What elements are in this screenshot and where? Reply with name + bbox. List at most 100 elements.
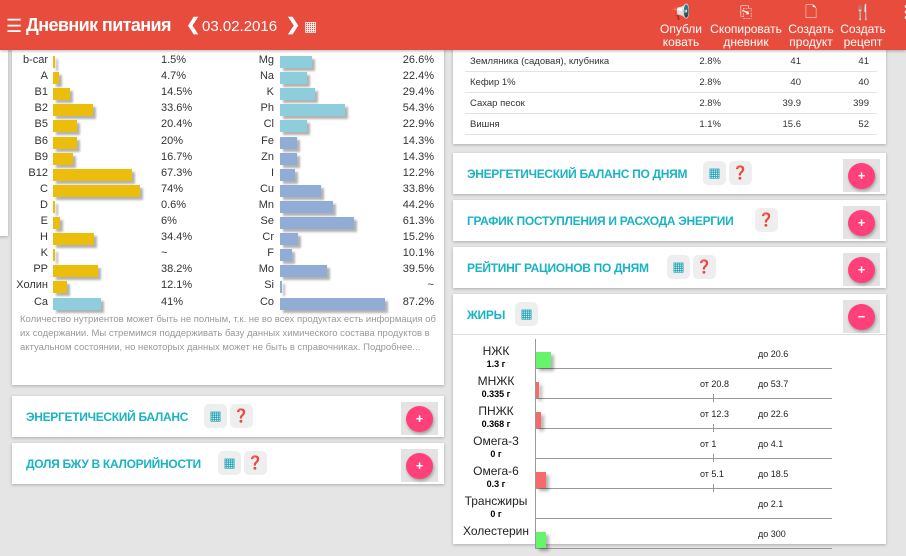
section-title: ГРАФИК ПОСТУПЛЕНИЯ И РАСХОДА ЭНЕРГИИ (467, 214, 734, 228)
nutrient-percent: 74% (161, 182, 184, 195)
nutrient-percent: ~ (427, 279, 434, 292)
menu-icon[interactable]: ☰ (6, 16, 23, 36)
divider (453, 334, 886, 335)
nutrient-row: K ~ (12, 247, 444, 262)
nutrient-bar (280, 281, 282, 294)
nutrients-note[interactable]: Количество нутриентов может быть не полн… (20, 314, 436, 353)
create-recipe-button[interactable]: 🍴 Создать рецепт (838, 4, 888, 49)
section-energy-balance[interactable]: ЭНЕРГЕТИЧЕСКИЙ БАЛАНС ▦ ❓ + (12, 396, 444, 437)
nutrient-name: B2 (34, 102, 48, 115)
prev-day-button[interactable]: ❮ (186, 15, 201, 34)
table-cell: Сахар песок (470, 98, 525, 109)
fat-row: ПНЖК 0.368 г от 12.3 до 22.6 (455, 399, 835, 436)
table-cell: Земляника (садовая), клубника (470, 56, 610, 67)
nutrient-bar (53, 281, 68, 294)
calendar-icon[interactable]: ▦ (515, 302, 538, 326)
section-bju-share[interactable]: ДОЛЯ БЖУ В КАЛОРИЙНОСТИ ▦ ❓ + (12, 443, 444, 484)
expand-button[interactable]: + (401, 449, 438, 482)
copy-diary-button[interactable]: ⎘ Скопировать дневник (708, 4, 784, 49)
fat-max: до 18.5 (758, 469, 789, 479)
nutrient-row: PP 38.2% (12, 263, 444, 278)
section-title: ЖИРЫ (467, 308, 506, 322)
nutrient-percent: 15.2% (402, 231, 434, 244)
create-product-button[interactable]: 🗋 Создать продукт (786, 4, 836, 49)
expand-button[interactable]: + (843, 206, 880, 239)
section-title: ЭНЕРГЕТИЧЕСКИЙ БАЛАНС (26, 410, 189, 424)
section-energy-chart[interactable]: ГРАФИК ПОСТУПЛЕНИЯ И РАСХОДА ЭНЕРГИИ ❓ + (453, 200, 886, 241)
help-icon[interactable]: ❓ (244, 451, 267, 475)
section-ration-rating[interactable]: РЕЙТИНГ РАЦИОНОВ ПО ДНЯМ ▦ ❓ + (453, 247, 886, 288)
nutrient-name: B5 (34, 118, 48, 131)
nutrient-percent: 33.6% (161, 102, 193, 115)
table-cell: 399 (853, 98, 869, 109)
table-cell: Вишня (470, 119, 500, 130)
section-title: ДОЛЯ БЖУ В КАЛОРИЙНОСТИ (26, 457, 201, 471)
nutrient-percent: 22.9% (402, 118, 434, 131)
calendar-icon[interactable]: ▦ (667, 255, 690, 279)
table-cell: 2.8% (699, 77, 721, 88)
expand-button[interactable]: + (843, 159, 880, 192)
fat-name: Омега-3 (473, 434, 519, 448)
nutrient-row: C 74% (12, 183, 444, 197)
nutrient-percent: 6% (161, 215, 177, 227)
next-day-button[interactable]: ❯ (286, 15, 301, 34)
nutrient-percent: 87.2% (402, 295, 434, 308)
fat-line (535, 458, 832, 459)
help-icon[interactable]: ❓ (755, 208, 778, 232)
nutrient-row: B12 67.3% (12, 167, 444, 181)
nutrient-percent: 1.5% (161, 54, 187, 66)
nutrient-percent: 29.4% (402, 86, 434, 99)
nutrient-row: I 12.2% (12, 167, 444, 181)
nutrient-bar (53, 233, 94, 246)
nutrient-bar (280, 168, 295, 181)
fat-min-tick (713, 484, 714, 492)
page-title: Дневник питания (26, 15, 172, 35)
fat-bar (536, 532, 546, 548)
publish-button[interactable]: 📢 Опубли ковать (656, 4, 706, 49)
calendar-icon[interactable]: ▦ (218, 451, 241, 475)
table-row[interactable]: Сахар песок 2.8% 39.9 399 (465, 93, 877, 114)
calendar-icon[interactable]: ▦ (304, 18, 318, 34)
more-menu-icon[interactable]: ⋮ (898, 4, 906, 21)
expand-button[interactable]: + (401, 402, 438, 435)
fat-row: Омега-6 0.3 г от 5.1 до 18.5 (455, 459, 835, 496)
fat-row: НЖК 1.3 г до 20.6 (455, 339, 835, 376)
fat-max: до 20.6 (758, 349, 789, 359)
expand-button[interactable]: + (843, 253, 880, 286)
table-cell: 40 (858, 77, 869, 88)
table-row[interactable]: Вишня 1.1% 15.6 52 (465, 114, 877, 135)
fat-bar (536, 352, 551, 368)
collapse-button[interactable]: − (843, 300, 880, 333)
nutrient-row: H 34.4% (12, 231, 444, 246)
nutrient-bar (53, 120, 78, 133)
table-row[interactable]: Кефир 1% 2.8% 40 40 (465, 72, 877, 93)
table-row[interactable]: Земляника (садовая), клубника 2.8% 41 41 (465, 51, 877, 72)
calendar-icon[interactable]: ▦ (204, 404, 227, 428)
date-display[interactable]: 03.02.2016 (202, 18, 278, 35)
help-icon[interactable]: ❓ (693, 255, 716, 279)
nutrient-bar (280, 56, 312, 68)
nutrient-row: Co 87.2% (12, 296, 444, 310)
nutrient-row: B1 14.5% (12, 86, 444, 101)
table-cell: 2.8% (699, 56, 721, 67)
nutrient-row: B6 20% (12, 135, 444, 149)
fat-min: от 20.8 (700, 379, 729, 389)
fat-axis (535, 399, 536, 429)
section-energy-by-days[interactable]: ЭНЕРГЕТИЧЕСКИЙ БАЛАНС ПО ДНЯМ ▦ ❓ + (453, 153, 886, 194)
nutrient-percent: 39.5% (402, 263, 434, 276)
nutrient-bar (280, 297, 385, 310)
nutrient-bar (53, 249, 55, 262)
table-cell: 52 (858, 119, 869, 130)
help-icon[interactable]: ❓ (230, 404, 253, 428)
nutrient-name: Холин (16, 279, 48, 292)
help-icon[interactable]: ❓ (729, 161, 752, 185)
megaphone-icon: 📢 (671, 4, 691, 21)
calendar-icon[interactable]: ▦ (703, 161, 726, 185)
nutrient-name: K (266, 86, 274, 99)
table-cell: 2.8% (699, 98, 721, 109)
nutrient-percent: 14.3% (402, 134, 434, 147)
fat-row: Холестерин до 300 (455, 519, 835, 556)
nutrient-row: Ph 54.3% (12, 102, 444, 117)
nutrient-row: Cl 22.9% (12, 118, 444, 133)
fat-min: от 12.3 (700, 409, 729, 419)
